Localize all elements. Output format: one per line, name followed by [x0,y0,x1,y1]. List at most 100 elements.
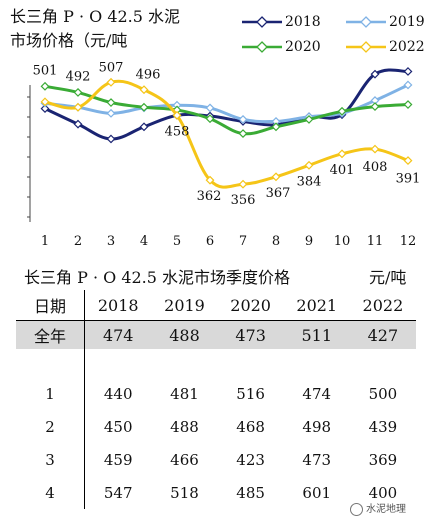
x-tick-label: 6 [206,234,214,249]
table-cell: 498 [302,417,332,436]
data-point-2020-12 [403,100,413,109]
table-cell [350,349,416,377]
legend-label-2018: 2018 [285,14,321,30]
data-point-2018-3 [106,134,116,144]
data-point-2022-9 [304,160,314,170]
x-tick-label: 1 [41,234,49,249]
legend-item-2020: 2020 [240,39,335,57]
series-line-2020 [44,84,409,136]
header-cell-date: 日期 [16,290,85,321]
table-row-q2: 2 450 488 468 498 439 [16,410,416,443]
data-label: 401 [330,163,355,178]
header-cell-2020: 2020 [230,295,271,315]
legend-swatch-2020 [242,41,282,53]
x-tick-label: 2 [74,234,82,249]
x-tick-label: 4 [140,234,148,249]
data-point-2022-12 [403,156,413,166]
data-point-2020-3 [106,98,116,107]
table-title: 长三角 P · O 42.5 水泥市场季度价格 [24,268,291,287]
table-cell: 518 [170,483,199,502]
table-cell: 369 [368,450,398,469]
table-unit: 元/吨 [369,268,407,287]
table-cell [85,349,152,377]
table-cell: 547 [103,483,133,502]
data-label: 384 [297,174,322,189]
x-tick-label: 8 [272,234,280,249]
data-point-2018-2 [73,119,83,129]
table-cell: 全年 [16,320,85,349]
legend-swatch-2022 [346,41,386,53]
data-point-2020-9 [304,114,314,124]
table-row-q4: 4 547 518 485 601 400 [16,476,416,509]
x-tick-label: 11 [367,234,384,249]
data-label: 458 [165,124,190,139]
table-cell: 485 [236,483,265,502]
data-point-2018-4 [139,122,149,132]
data-label: 356 [231,193,256,208]
table-cell: 473 [302,450,332,469]
data-point-2022-8 [271,172,281,182]
data-point-2020-6 [205,114,215,124]
legend-swatch-2019 [346,16,386,28]
table-cell: 474 [84,320,152,349]
table-cell: 601 [302,483,332,502]
x-tick-label: 5 [173,234,181,249]
table-cell [218,349,284,377]
table-cell: 440 [103,384,133,403]
table-cell: 400 [368,483,398,502]
quarterly-price-table: 日期 2018 2019 2020 2021 2022 全年 474 488 4… [16,290,416,509]
series-layer [40,67,413,189]
data-point-2022-2 [73,102,83,112]
data-label: 391 [396,172,421,187]
data-point-2022-1 [40,97,50,107]
watermark-text: 水泥地理 [366,504,406,515]
data-point-2020-4 [139,102,149,112]
series-2020 [40,81,413,139]
x-tick-label: 10 [334,234,351,249]
table-cell: 439 [368,417,398,436]
legend-swatch-2018 [242,16,282,28]
table-cell: 500 [368,384,398,403]
x-tick-label: 9 [305,234,313,249]
data-label: 496 [136,68,161,83]
data-point-2019-6 [205,103,215,113]
table-cell: 473 [217,320,284,349]
data-point-2018-12 [403,67,413,76]
legend-label-2020: 2020 [285,39,321,55]
x-tick-label: 3 [107,234,115,249]
table-cell: 423 [236,450,265,469]
data-label: 367 [266,186,291,201]
header-cell-2021: 2021 [296,295,338,315]
table-cell: 468 [236,417,265,436]
table-cell: 4 [16,476,85,509]
table-cell: 466 [170,450,199,469]
data-point-2020-1 [40,81,50,91]
y-ticks [27,96,30,218]
table-cell: 427 [349,320,416,349]
data-label: 492 [66,69,91,84]
data-point-2018-11 [370,69,380,79]
table-cell [151,349,217,377]
legend-label-2022: 2022 [389,39,425,55]
table-cell: 459 [103,450,133,469]
data-point-2022-10 [337,149,347,159]
legend-item-2019: 2019 [344,14,433,32]
table-row-annual: 全年 474 488 473 511 427 [16,320,416,349]
table-cell: 2 [16,410,85,443]
table-cell: 1 [16,377,85,410]
table-row-q3: 3 459 466 423 473 369 [16,443,416,476]
chart-legend: 2018 2019 2020 2022 [240,8,430,58]
data-label: 408 [363,160,388,175]
data-labels: 501 492 507 496 458 362 356 367 384 401 408 391 [33,60,421,208]
table-cell: 516 [236,384,265,403]
table-cell: 3 [16,443,85,476]
table-row-blank [16,349,416,377]
table-cell [284,349,350,377]
data-point-2022-6 [205,175,215,185]
data-point-2022-11 [370,144,380,154]
legend-label-2019: 2019 [389,14,425,30]
x-tick-label: 12 [400,234,417,249]
table-cell: 488 [151,320,218,349]
legend-item-2018: 2018 [240,14,335,32]
data-point-2019-7 [238,114,248,124]
